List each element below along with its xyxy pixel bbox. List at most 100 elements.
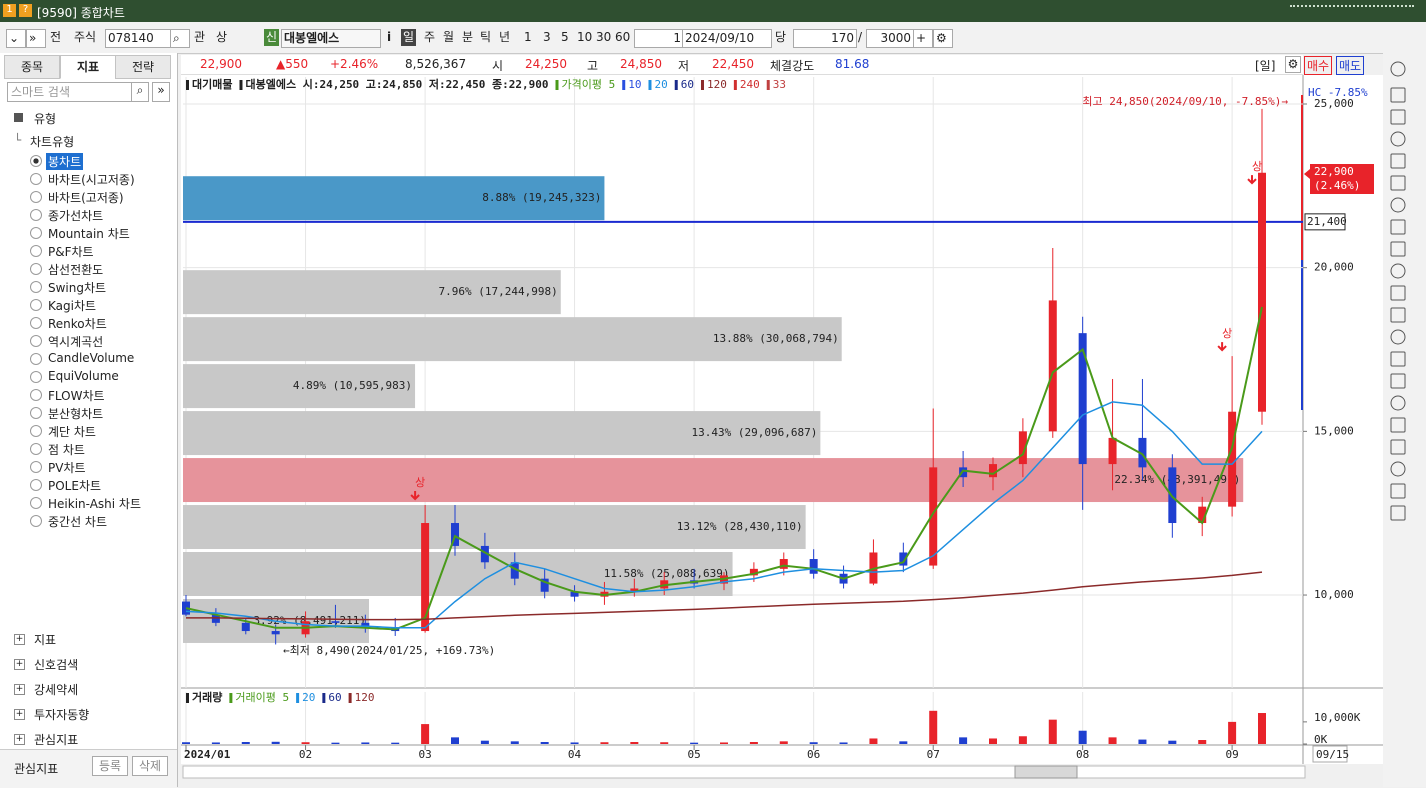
radio-button[interactable]: [30, 317, 42, 329]
tree-subgroup[interactable]: 차트유형: [30, 135, 75, 149]
period-button[interactable]: 월: [443, 30, 455, 44]
tree-toggle[interactable]: +: [14, 734, 25, 745]
chart-type[interactable]: EquiVolume: [48, 369, 119, 383]
tree-toggle[interactable]: +: [14, 659, 25, 670]
section[interactable]: 관심지표: [34, 733, 79, 747]
radio-button[interactable]: [30, 227, 42, 239]
period-button[interactable]: 년: [499, 30, 511, 44]
tool-icon[interactable]: [1390, 505, 1406, 521]
toolbar-button[interactable]: 당: [775, 30, 787, 44]
search-button[interactable]: ⌕: [131, 82, 149, 102]
period-button[interactable]: 분: [462, 30, 474, 44]
interval-button[interactable]: 30: [596, 30, 612, 44]
interval-button[interactable]: 60: [615, 30, 631, 44]
radio-button[interactable]: [30, 209, 42, 221]
tool-icon[interactable]: [1390, 351, 1406, 367]
tool-icon[interactable]: [1390, 87, 1406, 103]
chart-type[interactable]: FLOW차트: [48, 389, 105, 403]
settings-button[interactable]: ⚙: [933, 29, 953, 48]
stock-name[interactable]: 대봉엘에스: [281, 29, 381, 48]
interval-button[interactable]: 1: [524, 30, 532, 44]
tool-icon[interactable]: [1390, 417, 1406, 433]
chart-type[interactable]: CandleVolume: [48, 351, 135, 365]
tab[interactable]: 종목: [4, 55, 60, 79]
tab[interactable]: 전략: [115, 55, 171, 79]
scroll-track[interactable]: [182, 765, 1306, 779]
section[interactable]: 신호검색: [34, 658, 79, 672]
radio-button[interactable]: [30, 371, 42, 383]
radio-button[interactable]: [30, 479, 42, 491]
radio-button[interactable]: [30, 425, 42, 437]
tool-icon[interactable]: [1390, 131, 1406, 147]
interval-button[interactable]: 10: [577, 30, 593, 44]
radio-button[interactable]: [30, 281, 42, 293]
help-icon[interactable]: ?: [19, 4, 32, 17]
chart-type[interactable]: POLE차트: [48, 479, 102, 493]
tab[interactable]: 지표: [60, 55, 116, 79]
tool-icon[interactable]: [1390, 61, 1406, 77]
tree-toggle[interactable]: +: [14, 634, 25, 645]
footer-button[interactable]: 등록: [92, 756, 128, 776]
tool-icon[interactable]: [1390, 219, 1406, 235]
tool-icon[interactable]: [1390, 307, 1406, 323]
tool-icon[interactable]: [1390, 153, 1406, 169]
expand-button[interactable]: »: [152, 82, 170, 102]
toolbar-button[interactable]: 관: [194, 30, 206, 44]
interval-button[interactable]: 5: [561, 30, 569, 44]
tool-icon[interactable]: [1390, 109, 1406, 125]
radio-button[interactable]: [30, 191, 42, 203]
window-buttons[interactable]: [1290, 5, 1414, 19]
chart-type[interactable]: 삼선전환도: [48, 263, 104, 277]
chart-type[interactable]: 봉차트: [46, 153, 84, 170]
radio-button[interactable]: [30, 407, 42, 419]
sell-button[interactable]: 매도: [1336, 56, 1365, 75]
chart-type[interactable]: 역시계곡선: [48, 335, 104, 349]
radio-button[interactable]: [30, 497, 42, 509]
chart-type[interactable]: 중간선 차트: [48, 515, 108, 529]
chart-type[interactable]: 종가선차트: [48, 209, 104, 223]
period-button[interactable]: 틱: [480, 30, 492, 44]
chart-type[interactable]: Heikin-Ashi 차트: [48, 497, 141, 511]
tool-icon[interactable]: [1390, 373, 1406, 389]
interval-button[interactable]: 3: [543, 30, 551, 44]
chart-type[interactable]: PV차트: [48, 461, 86, 475]
tree-group[interactable]: 유형: [34, 112, 57, 126]
count-input[interactable]: 170: [793, 29, 857, 48]
radio-button[interactable]: [30, 155, 42, 167]
radio-button[interactable]: [30, 515, 42, 527]
chart-type[interactable]: 바차트(고저종): [48, 191, 124, 205]
chart-type[interactable]: 점 차트: [48, 443, 85, 457]
toolbar-button[interactable]: 주식: [74, 30, 97, 44]
tool-icon[interactable]: [1390, 395, 1406, 411]
chart-type[interactable]: Swing차트: [48, 281, 107, 295]
section[interactable]: 투자자동향: [34, 708, 90, 722]
radio-button[interactable]: [30, 389, 42, 401]
tool-icon[interactable]: [1390, 285, 1406, 301]
chart-type[interactable]: P&F차트: [48, 245, 94, 259]
zoom-button[interactable]: +: [913, 29, 933, 48]
scroll-thumb[interactable]: [1014, 765, 1078, 779]
tool-icon[interactable]: [1390, 175, 1406, 191]
search-button[interactable]: ⌕: [170, 29, 190, 48]
tree-toggle[interactable]: [14, 113, 23, 122]
footer-button[interactable]: 삭제: [132, 756, 168, 776]
search-input[interactable]: 스마트 검색: [7, 82, 132, 102]
tool-icon[interactable]: [1390, 329, 1406, 345]
radio-button[interactable]: [30, 461, 42, 473]
period-button[interactable]: 주: [424, 30, 436, 44]
toolbar-button[interactable]: 전: [50, 30, 62, 44]
tool-icon[interactable]: [1390, 197, 1406, 213]
chart-type[interactable]: Mountain 차트: [48, 227, 130, 241]
buy-button[interactable]: 매수: [1304, 56, 1333, 75]
chart-type[interactable]: 분산형차트: [48, 407, 104, 421]
radio-button[interactable]: [30, 245, 42, 257]
interval-input[interactable]: 1: [634, 29, 684, 48]
radio-button[interactable]: [30, 173, 42, 185]
toolbar-button[interactable]: 상: [216, 30, 228, 44]
chart-type[interactable]: 바차트(시고저종): [48, 173, 135, 187]
radio-button[interactable]: [30, 299, 42, 311]
radio-button[interactable]: [30, 443, 42, 455]
info-button[interactable]: i: [387, 30, 392, 44]
nav-button[interactable]: ⌄: [6, 29, 26, 48]
radio-button[interactable]: [30, 353, 42, 365]
